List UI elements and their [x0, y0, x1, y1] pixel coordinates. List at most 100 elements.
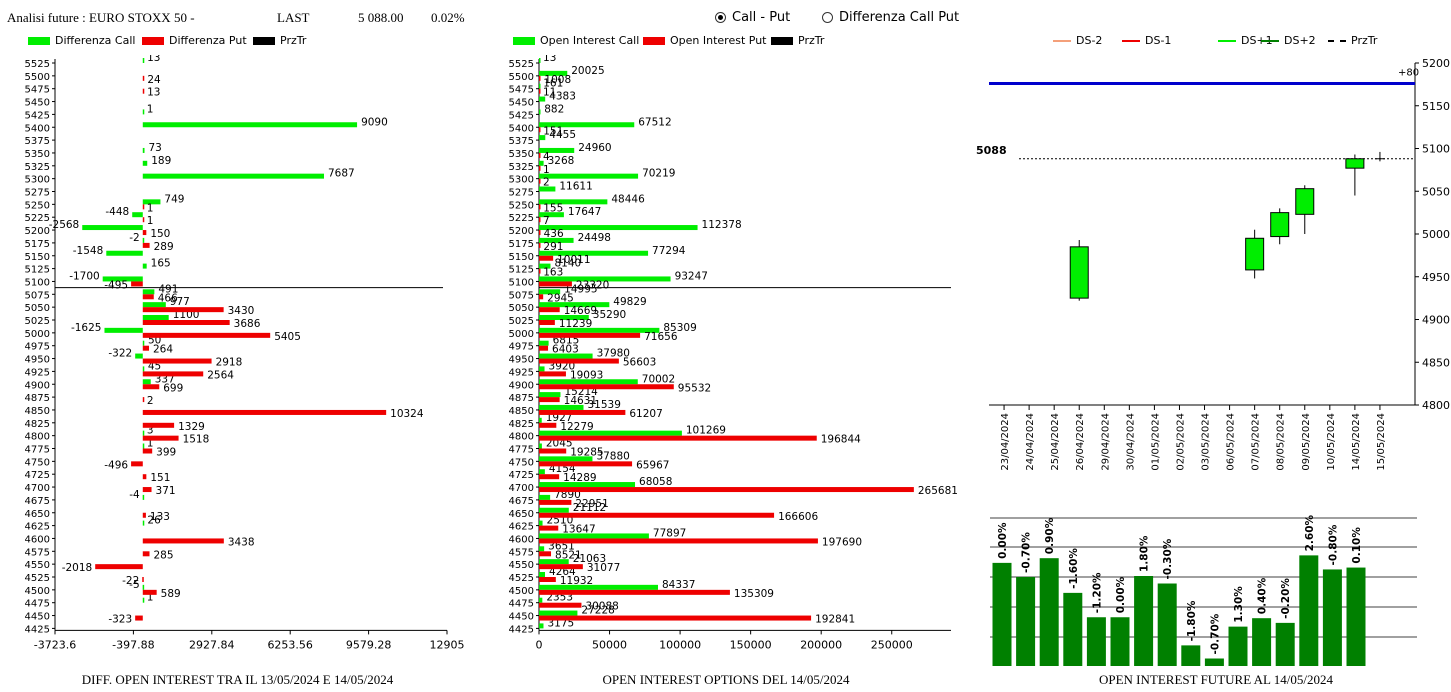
date-tick-label: 29/04/2024 [1100, 413, 1111, 471]
bar [539, 165, 541, 171]
bar [131, 281, 143, 287]
bar [539, 392, 561, 398]
data-label: -322 [108, 348, 132, 360]
bar [539, 225, 698, 231]
strike-tick-label: 4575 [509, 547, 534, 558]
green-swatch-icon [28, 36, 50, 45]
data-label: 56603 [623, 357, 656, 369]
data-label: 4383 [549, 91, 576, 103]
bar [539, 96, 546, 102]
data-label: -0.70% [1209, 613, 1221, 654]
data-label: 399 [156, 447, 176, 459]
radio-differenza[interactable]: Differenza Call Put [822, 10, 959, 25]
radio-empty-icon[interactable] [822, 12, 833, 23]
legend-item: PrzTr [280, 34, 307, 47]
data-label: 84337 [662, 579, 695, 591]
bar [142, 340, 145, 346]
strike-tick-label: 5225 [509, 213, 534, 224]
strike-tick-label: 4425 [509, 624, 534, 635]
data-label: 24498 [578, 232, 611, 244]
caption-mid: OPEN INTEREST OPTIONS DEL 14/05/2024 [602, 672, 850, 687]
price-line-label: 5088 [976, 144, 1007, 157]
strike-tick-label: 5350 [509, 149, 534, 160]
data-label: -2 [129, 232, 139, 244]
data-label: 17647 [568, 206, 601, 218]
bar [539, 448, 567, 454]
radio-call-put[interactable]: Call - Put [715, 10, 790, 25]
data-label: 48446 [611, 193, 645, 205]
data-label: -0.20% [1280, 578, 1292, 619]
strike-tick-label: 4525 [25, 573, 50, 584]
bar [142, 397, 145, 403]
red-swatch-icon [643, 36, 665, 45]
data-label: 12279 [560, 421, 593, 433]
bar [539, 230, 541, 236]
bar [142, 230, 147, 236]
bar [142, 577, 144, 582]
bar [142, 487, 152, 493]
strike-tick-label: 5125 [509, 265, 534, 276]
analysis-label: Analisi future : EURO STOXX 50 - [7, 10, 195, 25]
bar [539, 366, 545, 372]
date-tick-label: 08/05/2024 [1276, 413, 1287, 471]
bar [1228, 626, 1248, 666]
strike-tick-label: 5275 [509, 188, 534, 199]
bar [539, 589, 730, 595]
strike-tick-label: 4775 [509, 445, 534, 456]
bar [539, 268, 541, 274]
strike-tick-label: 5200 [509, 226, 534, 237]
strike-tick-label: 4550 [25, 560, 50, 571]
bar [539, 255, 554, 261]
data-label: 436 [544, 228, 564, 240]
strike-tick-label: 5400 [25, 123, 50, 134]
x-tick-label: 12905 [430, 638, 465, 651]
bar [539, 577, 556, 582]
date-tick-label: 06/05/2024 [1226, 413, 1237, 471]
data-label: 13647 [562, 524, 595, 536]
bar [539, 294, 544, 300]
data-label: 77294 [652, 245, 686, 257]
bar [539, 610, 578, 616]
data-label: 1 [147, 202, 154, 214]
data-label: 70219 [642, 168, 675, 180]
data-label: 749 [164, 193, 184, 205]
bar [102, 276, 143, 282]
data-label: 4455 [549, 129, 576, 141]
data-label: 14631 [564, 395, 597, 407]
bar [539, 281, 572, 287]
bar [142, 122, 358, 128]
bar [539, 332, 641, 338]
data-label: -5 [129, 579, 139, 591]
strike-tick-label: 4900 [25, 380, 50, 391]
data-label: 1329 [178, 421, 205, 433]
data-label: 13 [543, 55, 556, 64]
legend-item: DS+2 [1284, 34, 1316, 47]
bar [142, 109, 145, 115]
line-swatch-icon [1261, 39, 1279, 42]
data-label: 285 [153, 549, 173, 561]
strike-tick-label: 4550 [509, 560, 534, 571]
open-interest-future-chart: 0.00% -0.70% 0.90% -1.60% -1.20% 0.00% 1.80% -0… [990, 514, 1417, 666]
data-label: 0.00% [1115, 576, 1127, 613]
strike-tick-label: 4650 [509, 509, 534, 520]
bar [1181, 645, 1201, 666]
data-label: 3430 [228, 305, 255, 317]
date-tick-label: 25/04/2024 [1050, 413, 1061, 471]
data-label: 699 [163, 382, 183, 394]
strike-tick-label: 5300 [25, 175, 50, 186]
red-swatch-icon [142, 36, 164, 45]
strike-tick-label: 4675 [509, 496, 534, 507]
bar [142, 294, 154, 300]
bar [142, 242, 150, 248]
x-tick-label: 200000 [800, 638, 842, 651]
strike-tick-label: 4700 [509, 483, 534, 494]
date-tick-label: 14/05/2024 [1351, 413, 1362, 471]
data-label: -496 [104, 459, 128, 471]
radio-selected-icon[interactable] [715, 12, 726, 23]
date-tick-label: 23/04/2024 [1000, 413, 1011, 471]
strike-tick-label: 5050 [25, 303, 50, 314]
data-label: -0.70% [1021, 532, 1033, 573]
x-tick-label: -397.88 [112, 638, 154, 651]
bar [539, 512, 775, 518]
